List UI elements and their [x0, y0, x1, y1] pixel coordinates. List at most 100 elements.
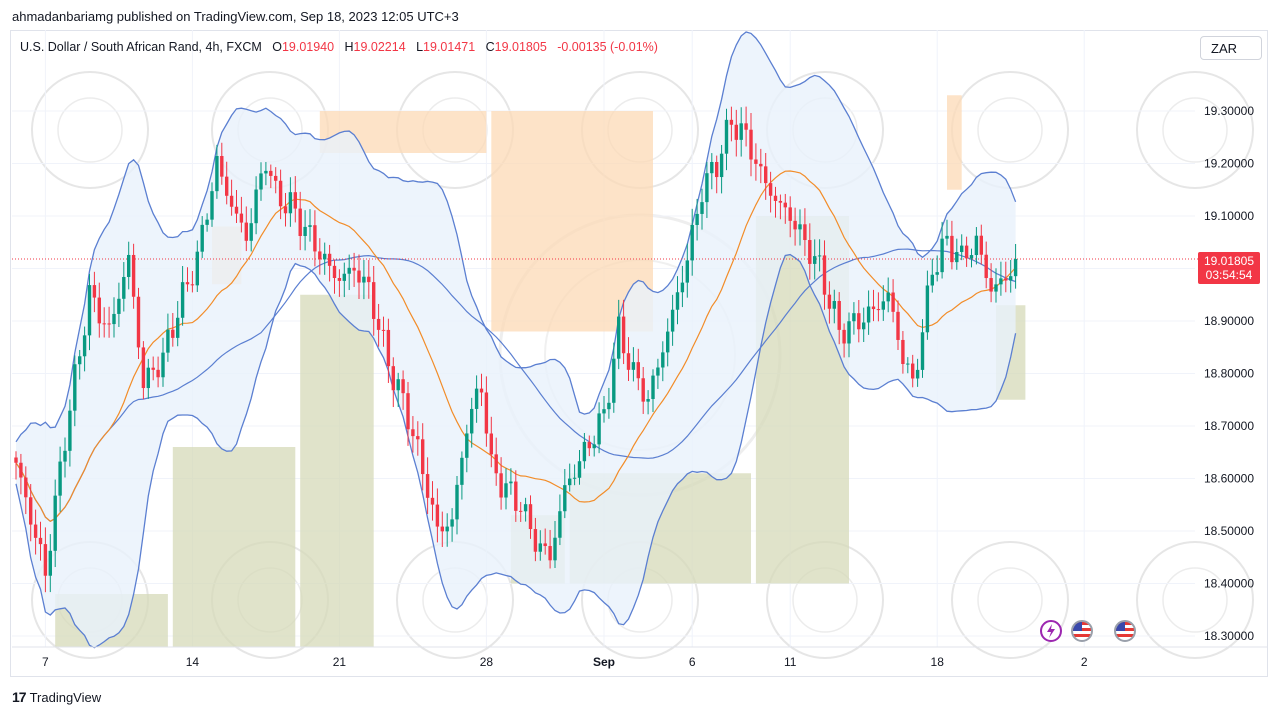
x-tick-label: 6 — [689, 655, 696, 669]
lightning-icon[interactable] — [1040, 620, 1062, 642]
seal-watermark-inner — [977, 567, 1043, 633]
candle-body — [866, 306, 871, 323]
candle-body — [710, 161, 714, 174]
candle-body — [920, 332, 925, 370]
candle-body — [538, 543, 542, 552]
candle-body — [533, 529, 538, 552]
candle-body — [700, 202, 704, 214]
candle-body — [626, 353, 631, 370]
seal-watermark-inner — [1162, 567, 1228, 633]
candle-body — [646, 399, 650, 402]
candle-body — [303, 226, 307, 236]
candle-body — [313, 225, 317, 252]
candle-body — [999, 278, 1003, 285]
symbol-name[interactable]: U.S. Dollar / South African Rand, 4h, FX… — [20, 40, 262, 54]
candle-body — [871, 306, 876, 310]
candle-body — [362, 276, 366, 283]
candle-body — [323, 253, 327, 260]
candle-body — [225, 176, 229, 196]
seal-watermark — [31, 71, 149, 189]
candle-body — [274, 175, 278, 181]
candle-body — [97, 297, 101, 324]
candle-body — [367, 276, 371, 283]
candle-body — [82, 335, 87, 357]
candle-body — [568, 478, 572, 486]
candle-body — [705, 173, 709, 203]
candle-body — [352, 267, 356, 271]
candle-body — [793, 220, 797, 230]
candle-body — [234, 206, 239, 214]
candle-body — [327, 253, 332, 266]
us-flag-icon[interactable] — [1071, 620, 1093, 642]
candle-body — [220, 155, 224, 177]
candle-body — [994, 284, 998, 292]
candle-body — [347, 267, 351, 274]
candle-body — [817, 255, 822, 257]
candle-body — [617, 316, 621, 359]
last-price-tag: 19.01805 03:54:54 — [1198, 252, 1260, 284]
candle-body — [396, 379, 400, 391]
candle-body — [229, 195, 234, 207]
candle-body — [641, 378, 645, 402]
candle-body — [808, 240, 812, 264]
candle-body — [494, 454, 498, 474]
candle-body — [19, 462, 23, 478]
candle-body — [117, 298, 121, 314]
candle-body — [308, 225, 312, 227]
candle-body — [489, 433, 493, 455]
candle-body — [332, 265, 337, 279]
candle-body — [788, 207, 792, 221]
candle-body — [1004, 278, 1008, 281]
y-tick-label: 18.70000 — [1204, 419, 1254, 433]
price-axis[interactable]: 18.30000 18.40000 18.50000 18.60000 18.70000… — [1204, 104, 1254, 643]
candle-body — [53, 495, 57, 551]
candle-body — [548, 546, 552, 561]
currency-button[interactable]: ZAR — [1200, 36, 1262, 60]
candle-body — [911, 363, 915, 379]
candle-body — [847, 321, 851, 344]
candle-body — [523, 504, 528, 512]
candle-body — [372, 282, 376, 319]
time-axis[interactable]: 7 14 21 28 Sep 6 11 18 2 — [12, 646, 1267, 669]
candle-body — [881, 301, 885, 310]
change-value: -0.00135 (-0.01%) — [557, 40, 658, 54]
candle-body — [430, 497, 435, 505]
price-tag-value: 19.01805 — [1204, 254, 1254, 268]
candle-body — [778, 200, 783, 203]
slow-average-line — [15, 248, 1016, 523]
candle-body — [813, 256, 817, 264]
candle-body — [421, 439, 425, 475]
candle-body — [318, 251, 322, 260]
candle-body — [87, 285, 92, 336]
open-value: 19.01940 — [281, 40, 335, 54]
candle-body — [754, 159, 758, 164]
candle-body — [416, 436, 420, 440]
high-label: H — [344, 40, 354, 54]
candle-body — [891, 292, 895, 312]
candle-body — [935, 272, 939, 275]
candle-body — [837, 300, 841, 330]
seal-watermark — [1136, 71, 1254, 189]
candle-body — [440, 526, 444, 532]
us-flag-icon[interactable] — [1114, 620, 1136, 642]
candle-body — [724, 119, 729, 154]
candle-body — [930, 274, 934, 286]
candle-body — [558, 511, 562, 538]
candle-body — [264, 170, 268, 174]
candle-body — [631, 362, 636, 370]
candle-body — [259, 173, 263, 190]
tradingview-logo[interactable]: 17 TradingView — [12, 689, 101, 705]
candle-body — [48, 550, 52, 576]
chart-frame — [10, 30, 1268, 677]
close-label: C — [485, 40, 495, 54]
candle-body — [465, 433, 469, 458]
candle-body — [680, 282, 685, 293]
candle-body — [205, 219, 209, 225]
candle-body — [122, 276, 126, 299]
candle-body — [915, 369, 920, 379]
candle-body — [479, 388, 484, 393]
candle-body — [450, 519, 454, 527]
candle-body — [1009, 276, 1013, 281]
candle-body — [960, 245, 964, 253]
